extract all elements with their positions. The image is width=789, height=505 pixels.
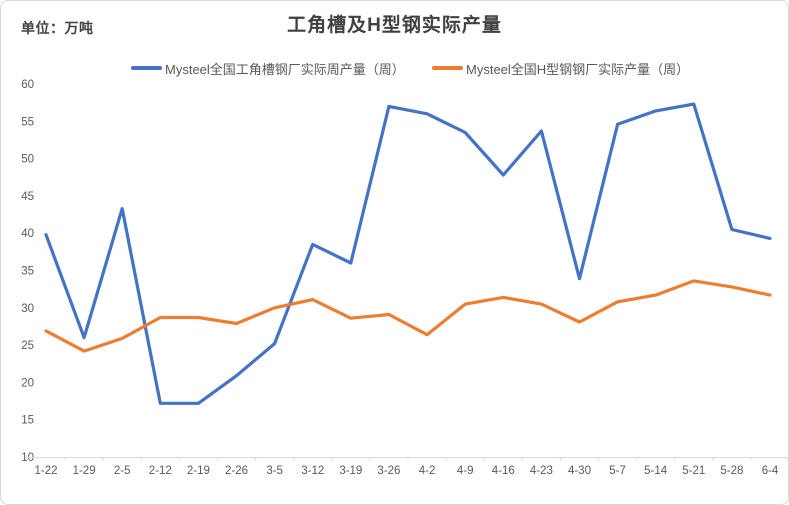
svg-text:2-19: 2-19: [187, 465, 210, 477]
svg-text:1-29: 1-29: [73, 465, 96, 477]
svg-text:35: 35: [21, 266, 34, 278]
svg-text:20: 20: [21, 377, 34, 389]
svg-text:5-7: 5-7: [609, 465, 626, 477]
unit-label: 单位：万吨: [21, 20, 94, 36]
svg-text:4-2: 4-2: [419, 465, 436, 477]
svg-text:2-26: 2-26: [225, 465, 248, 477]
svg-text:3-5: 3-5: [266, 465, 283, 477]
svg-text:5-21: 5-21: [682, 465, 705, 477]
legend-line-swatch-orange: [432, 66, 463, 70]
svg-text:4-30: 4-30: [568, 465, 591, 477]
svg-text:4-16: 4-16: [492, 465, 515, 477]
svg-text:4-23: 4-23: [530, 465, 553, 477]
svg-text:50: 50: [21, 154, 34, 166]
legend-item-series2: Mysteel全国H型钢钢厂实际产量（周）: [432, 60, 690, 77]
svg-text:3-19: 3-19: [339, 465, 362, 477]
svg-text:45: 45: [21, 191, 34, 203]
svg-text:60: 60: [21, 79, 34, 91]
svg-text:2-5: 2-5: [114, 465, 131, 477]
svg-text:3-12: 3-12: [301, 465, 324, 477]
svg-text:5-28: 5-28: [720, 465, 743, 477]
svg-text:40: 40: [21, 228, 34, 240]
legend-label-series2: Mysteel全国H型钢钢厂实际产量（周）: [466, 61, 690, 77]
svg-text:25: 25: [21, 340, 34, 352]
legend-label-series1: Mysteel全国工角槽钢厂实际周产量（周）: [165, 61, 405, 77]
svg-text:15: 15: [21, 415, 34, 427]
svg-text:3-26: 3-26: [377, 465, 400, 477]
svg-text:6-4: 6-4: [762, 465, 779, 477]
chart-title: 工角槽及H型钢实际产量: [287, 15, 502, 36]
svg-text:30: 30: [21, 303, 34, 315]
svg-text:4-9: 4-9: [457, 465, 474, 477]
svg-text:1-22: 1-22: [34, 465, 57, 477]
legend-line-swatch-blue: [131, 66, 162, 70]
svg-text:2-12: 2-12: [149, 465, 172, 477]
legend-item-series1: Mysteel全国工角槽钢厂实际周产量（周）: [131, 60, 405, 77]
svg-text:55: 55: [21, 116, 34, 128]
svg-text:5-14: 5-14: [644, 465, 668, 477]
